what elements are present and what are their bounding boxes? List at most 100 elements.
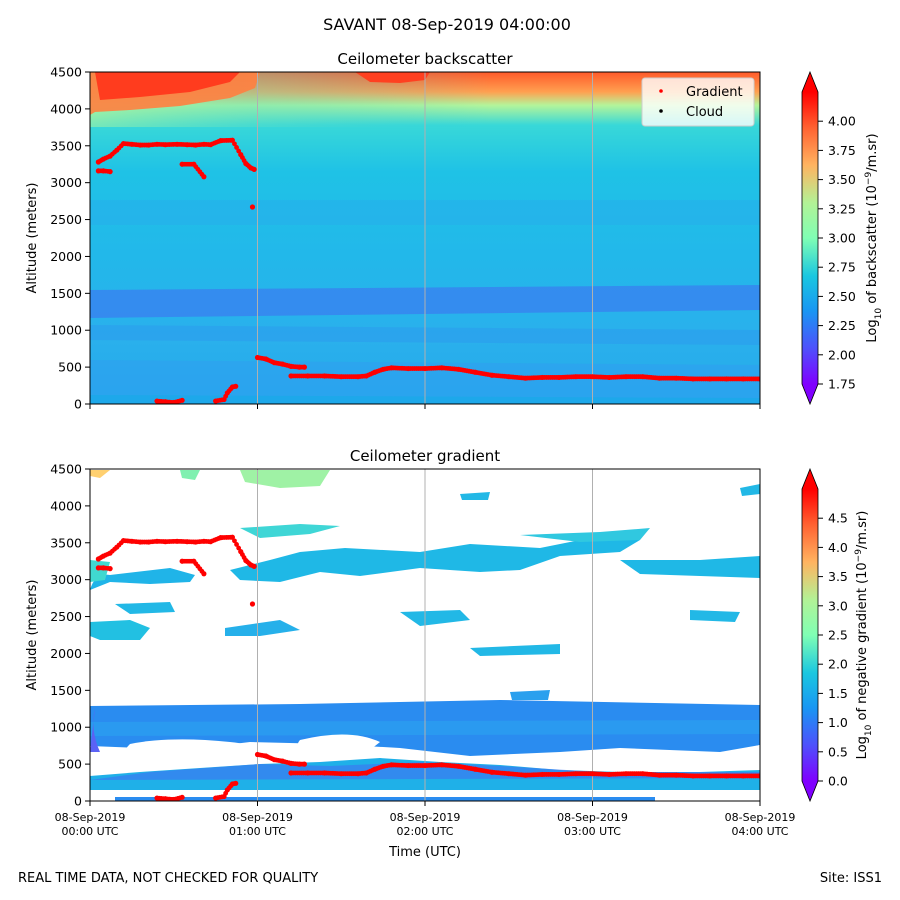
legend-cloud-label: Cloud [686, 105, 723, 120]
gradient-point [233, 383, 239, 389]
gradient-point [301, 761, 307, 767]
gradient-point [201, 571, 207, 577]
colorbar-tick-label: 1.5 [828, 686, 848, 701]
colorbar-tick-label: 3.0 [828, 598, 848, 613]
backscatter-gridlines [257, 72, 593, 404]
gradient-colorbar-label: Log10 of negative gradient (10−9/m.sr) [854, 511, 874, 760]
gradient-point [251, 166, 257, 172]
colorbar2-top-extend [802, 469, 818, 489]
colorbar-gradient [802, 92, 818, 384]
gradient-ylabel: Altitude (meters) [25, 580, 40, 691]
y-tick-label: 3000 [50, 175, 82, 190]
gradient-series-points-top [95, 137, 760, 404]
colorbar-tick-label: 2.00 [828, 347, 856, 362]
legend: Gradient Cloud [641, 77, 755, 127]
colorbar-tick-label: 2.5 [828, 628, 848, 643]
legend-box [641, 77, 755, 127]
colorbar-tick-label: 4.00 [828, 114, 856, 129]
colorbar2-gradient [802, 489, 818, 781]
colorbar2-bottom-extend [802, 781, 818, 801]
x-tick-time: 00:00 UTC [61, 825, 118, 838]
gradient-point [249, 601, 256, 607]
gradient-y-ticks: 0 500 1000 1500 2000 2500 3000 3500 4000 4500 [50, 462, 90, 809]
x-tick-time: 01:00 UTC [229, 825, 286, 838]
gradient-point [301, 364, 307, 370]
backscatter-colorbar-label: Log10 of backscatter (10−9/m.sr) [864, 133, 884, 342]
colorbar-tick-label: 3.50 [828, 172, 856, 187]
x-tick-date: 08-Sep-2019 [390, 811, 461, 824]
y-tick-label: 4500 [50, 65, 82, 80]
backscatter-title: Ceilometer backscatter [337, 50, 513, 68]
figure-title: SAVANT 08-Sep-2019 04:00:00 [323, 15, 571, 34]
gradient-panel: Ceilometer gradient [25, 447, 874, 860]
y-tick-label: 1500 [50, 683, 82, 698]
gradient-point [234, 145, 239, 150]
legend-gradient-marker [659, 89, 663, 93]
y-tick-label: 2000 [50, 646, 82, 661]
backscatter-ylabel: Altitude (meters) [25, 183, 40, 294]
y-tick-label: 3000 [50, 572, 82, 587]
colorbar-tick-label: 2.75 [828, 260, 856, 275]
y-tick-label: 2500 [50, 212, 82, 227]
x-tick-date: 08-Sep-2019 [557, 811, 628, 824]
colorbar-tick-label: 3.25 [828, 201, 856, 216]
gradient-point [232, 538, 237, 544]
footer-site: Site: ISS1 [820, 871, 882, 886]
colorbar-tick-label: 3.5 [828, 569, 848, 584]
gradient-point [234, 542, 239, 547]
gradient-point [232, 141, 237, 147]
gradient-point [249, 204, 256, 210]
x-tick-time: 03:00 UTC [564, 825, 621, 838]
gradient-point [107, 169, 113, 175]
colorbar-tick-label: 4.5 [828, 511, 848, 526]
gradient-point [201, 174, 207, 180]
y-tick-label: 4500 [50, 462, 82, 477]
gradient-colorbar: 0.0 0.5 1.0 1.5 2.0 2.5 3.0 3.5 4.0 4.5 Log10 of … [801, 467, 874, 803]
gradient-point [229, 137, 235, 143]
y-tick-label: 4000 [50, 101, 82, 116]
gradient-point [757, 773, 760, 779]
colorbar-ticks: 1.75 2.00 2.25 2.50 2.75 3.00 3.25 3.50 3.75 4.00 [818, 114, 856, 392]
y-tick-label: 500 [58, 757, 82, 772]
backscatter-panel: Ceilometer backscatter 0 500 1000 1500 2000 2… [25, 50, 884, 412]
colorbar-tick-label: 3.75 [828, 143, 856, 158]
colorbar2-ticks: 0.0 0.5 1.0 1.5 2.0 2.5 3.0 3.5 4.0 4.5 [818, 511, 848, 789]
y-tick-label: 2000 [50, 249, 82, 264]
footer-quality-note: REAL TIME DATA, NOT CHECKED FOR QUALITY [18, 871, 318, 886]
legend-gradient-label: Gradient [686, 85, 743, 100]
y-tick-label: 0 [74, 397, 82, 412]
backscatter-x-ticks [89, 404, 761, 409]
y-tick-label: 3500 [50, 138, 82, 153]
colorbar-tick-label: 0.0 [828, 774, 848, 789]
gradient-point [757, 376, 760, 382]
gradient-point [251, 563, 257, 569]
y-tick-label: 1000 [50, 323, 82, 338]
x-tick-date: 08-Sep-2019 [55, 811, 126, 824]
colorbar-tick-label: 2.25 [828, 318, 856, 333]
backscatter-y-ticks: 0 500 1000 1500 2000 2500 3000 3500 4000 4500 [50, 65, 90, 412]
gradient-point [229, 534, 235, 540]
backscatter-colorbar: 1.75 2.00 2.25 2.50 2.75 3.00 3.25 3.50 3.75 4.00… [801, 70, 884, 406]
y-tick-label: 2500 [50, 609, 82, 624]
colorbar-tick-label: 2.50 [828, 289, 856, 304]
y-tick-label: 1500 [50, 286, 82, 301]
y-tick-label: 4000 [50, 498, 82, 513]
colorbar-tick-label: 1.75 [828, 377, 856, 392]
colorbar-tick-label: 0.5 [828, 744, 848, 759]
legend-cloud-marker [659, 109, 663, 113]
y-tick-label: 1000 [50, 720, 82, 735]
colorbar-tick-label: 3.00 [828, 231, 856, 246]
x-tick-date: 08-Sep-2019 [725, 811, 796, 824]
x-tick-date: 08-Sep-2019 [222, 811, 293, 824]
gradient-point [233, 780, 239, 786]
y-tick-label: 0 [74, 794, 82, 809]
gradient-title: Ceilometer gradient [350, 447, 500, 465]
gradient-xlabel: Time (UTC) [388, 845, 461, 860]
gradient-point [179, 397, 185, 403]
x-tick-time: 04:00 UTC [731, 825, 788, 838]
gradient-series-points-bottom [95, 534, 760, 801]
gradient-point [107, 566, 113, 572]
colorbar-tick-label: 4.0 [828, 540, 848, 555]
